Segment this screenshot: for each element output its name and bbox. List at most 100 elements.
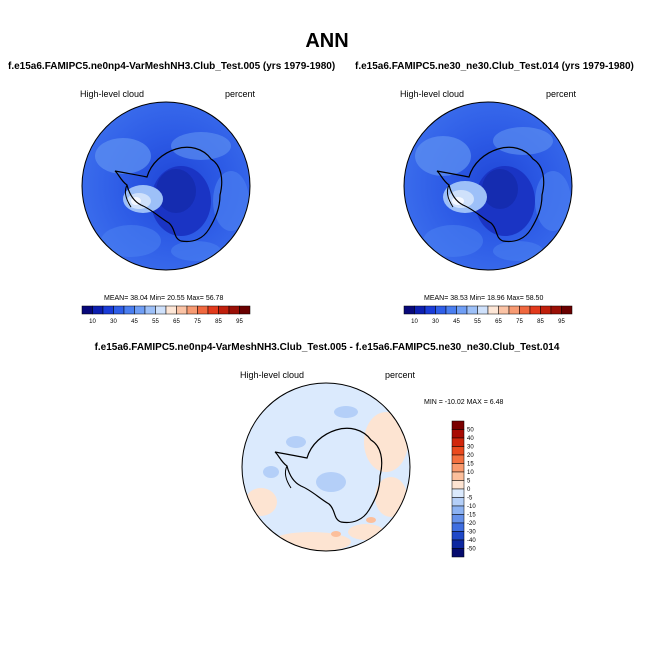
panel-1-stats: MEAN= 38.04 Min= 20.55 Max= 56.78 (104, 295, 223, 302)
diff-colorbar-swatch (451, 463, 465, 473)
diff-colorbar-swatch (451, 548, 465, 558)
diff-colorbar-tick-label: -40 (467, 538, 476, 544)
page-title: ANN (305, 30, 349, 52)
panel-2-colorbar-tick-label: 85 (537, 319, 544, 325)
panel-1-variable-label: High-level cloud (80, 89, 145, 99)
panel-2-colorbar-swatch (445, 305, 457, 315)
panel-1-colorbar-tick-label: 65 (173, 319, 180, 325)
diff-panel-polar-map (241, 382, 411, 552)
panel-1-min-value: 20.55 (167, 295, 185, 302)
diff-colorbar-tick-label: 15 (467, 462, 474, 468)
panel-2-colorbar-swatch (561, 305, 573, 315)
panel-1-colorbar-swatch (228, 305, 240, 315)
panel-2-stats: MEAN= 38.53 Min= 18.96 Max= 58.50 (424, 295, 543, 302)
panel-1-max-label: Max= (186, 295, 204, 302)
panel-2-colorbar-swatch (508, 305, 520, 315)
panel-1-colorbar-swatch (207, 305, 219, 315)
diff-panel-minmax: MIN = -10.02 MAX = 6.48 (424, 399, 504, 406)
panel-1-colorbar-swatch (134, 305, 146, 315)
panel-1-polar-map (81, 101, 251, 271)
panel-2-colorbar-swatch (487, 305, 499, 315)
panel-1-colorbar-swatch (144, 305, 156, 315)
diff-colorbar-swatch (451, 446, 465, 456)
panel-2-case-title: f.e15a6.FAMIPC5.ne30_ne30.Club_Test.014 … (355, 61, 634, 72)
diff-colorbar-swatch (451, 539, 465, 549)
panel-2-colorbar-swatch (456, 305, 468, 315)
panel-1-colorbar-tick-label: 95 (236, 319, 243, 325)
panel-2-colorbar-tick-label: 55 (474, 319, 481, 325)
panel-2-colorbar-swatch (519, 305, 531, 315)
panel-1-colorbar-swatch (176, 305, 188, 315)
panel-1-colorbar-swatch (218, 305, 230, 315)
panel-1-colorbar-tick-label: 45 (131, 319, 138, 325)
diff-colorbar-swatch (451, 514, 465, 524)
panel-2-colorbar: 10 30 45 55 65 75 85 95 (403, 305, 573, 325)
diff-colorbar-tick-label: 10 (467, 470, 474, 476)
diff-colorbar-tick-label: 20 (467, 453, 474, 459)
panel-1-colorbar-swatch (92, 305, 104, 315)
panel-2-colorbar-tick-label: 45 (453, 319, 460, 325)
panel-1-colorbar-swatch (81, 305, 93, 315)
diff-colorbar-tick-label: -15 (467, 513, 476, 519)
panel-1-colorbar-tick-label: 75 (194, 319, 201, 325)
panel-1-colorbar-tick-label: 10 (89, 319, 96, 325)
panel-2-max-label: Max= (506, 295, 524, 302)
panel-2-colorbar-tick-label: 10 (411, 319, 418, 325)
panel-2-colorbar-tick-label: 30 (432, 319, 439, 325)
panel-1-max-value: 56.78 (205, 295, 224, 302)
panel-1-colorbar-swatch (165, 305, 177, 315)
panel-2-colorbar-swatch (403, 305, 415, 315)
panel-2-colorbar-tick-label: 65 (495, 319, 502, 325)
panel-2-mean-label: MEAN= (424, 295, 449, 302)
panel-2-colorbar-swatch (550, 305, 562, 315)
diff-colorbar-swatch (451, 480, 465, 490)
panel-2-colorbar-swatch (529, 305, 541, 315)
panel-2-colorbar-swatch (435, 305, 447, 315)
panel-1-colorbar-tick-label: 85 (215, 319, 222, 325)
diff-panel-title: f.e15a6.FAMIPC5.ne0np4-VarMeshNH3.Club_T… (94, 342, 560, 353)
panel-1-colorbar: 10 30 45 55 65 75 85 95 (81, 305, 251, 325)
panel-1-min-label: Min= (149, 295, 166, 302)
panel-1-colorbar-swatch (113, 305, 125, 315)
diff-colorbar-tick-label: 0 (467, 487, 471, 493)
panel-2-min-value: 18.96 (487, 295, 505, 302)
panel-2-units-label: percent (546, 89, 577, 99)
diff-colorbar-tick-label: 50 (467, 428, 474, 434)
panel-1-mean-label: MEAN= (104, 295, 129, 302)
diff-panel-units-label: percent (385, 370, 416, 380)
diff-colorbar-tick-label: -10 (467, 504, 476, 510)
diff-colorbar-tick-label: -50 (467, 547, 476, 553)
panel-1-colorbar-swatch (155, 305, 167, 315)
panel-1-case-title: f.e15a6.FAMIPC5.ne0np4-VarMeshNH3.Club_T… (8, 61, 336, 72)
diff-colorbar-swatch (451, 429, 465, 439)
panel-1-colorbar-swatch (102, 305, 114, 315)
diff-colorbar-tick-label: 30 (467, 445, 474, 451)
diff-colorbar-tick-label: 40 (467, 436, 474, 442)
panel-2-colorbar-swatch (498, 305, 510, 315)
diff-colorbar-swatch (451, 420, 465, 430)
panel-1-colorbar-swatch (239, 305, 251, 315)
diff-colorbar-tick-label: -20 (467, 521, 476, 527)
diff-colorbar-tick-label: -30 (467, 530, 476, 536)
diff-colorbar-swatch (451, 488, 465, 498)
panel-2-colorbar-tick-label: 75 (516, 319, 523, 325)
diff-colorbar-swatch (451, 437, 465, 447)
diff-colorbar-swatch (451, 454, 465, 464)
panel-2-variable-label: High-level cloud (400, 89, 465, 99)
panel-2-polar-map (403, 101, 573, 271)
panel-1-units-label: percent (225, 89, 256, 99)
diff-colorbar-swatch (451, 531, 465, 541)
diff-colorbar-swatch (451, 471, 465, 481)
panel-2-colorbar-swatch (540, 305, 552, 315)
panel-1-colorbar-swatch (197, 305, 209, 315)
panel-2-max-value: 58.50 (525, 295, 544, 302)
panel-2-colorbar-swatch (477, 305, 489, 315)
diff-colorbar-tick-label: 5 (467, 479, 471, 485)
panel-1-mean-value: 38.04 (130, 295, 148, 302)
panel-2-colorbar-tick-label: 95 (558, 319, 565, 325)
panel-2-colorbar-swatch (466, 305, 478, 315)
diff-colorbar-tick-label: -5 (467, 496, 473, 502)
panel-2-colorbar-swatch (424, 305, 436, 315)
panel-1-colorbar-tick-label: 55 (152, 319, 159, 325)
